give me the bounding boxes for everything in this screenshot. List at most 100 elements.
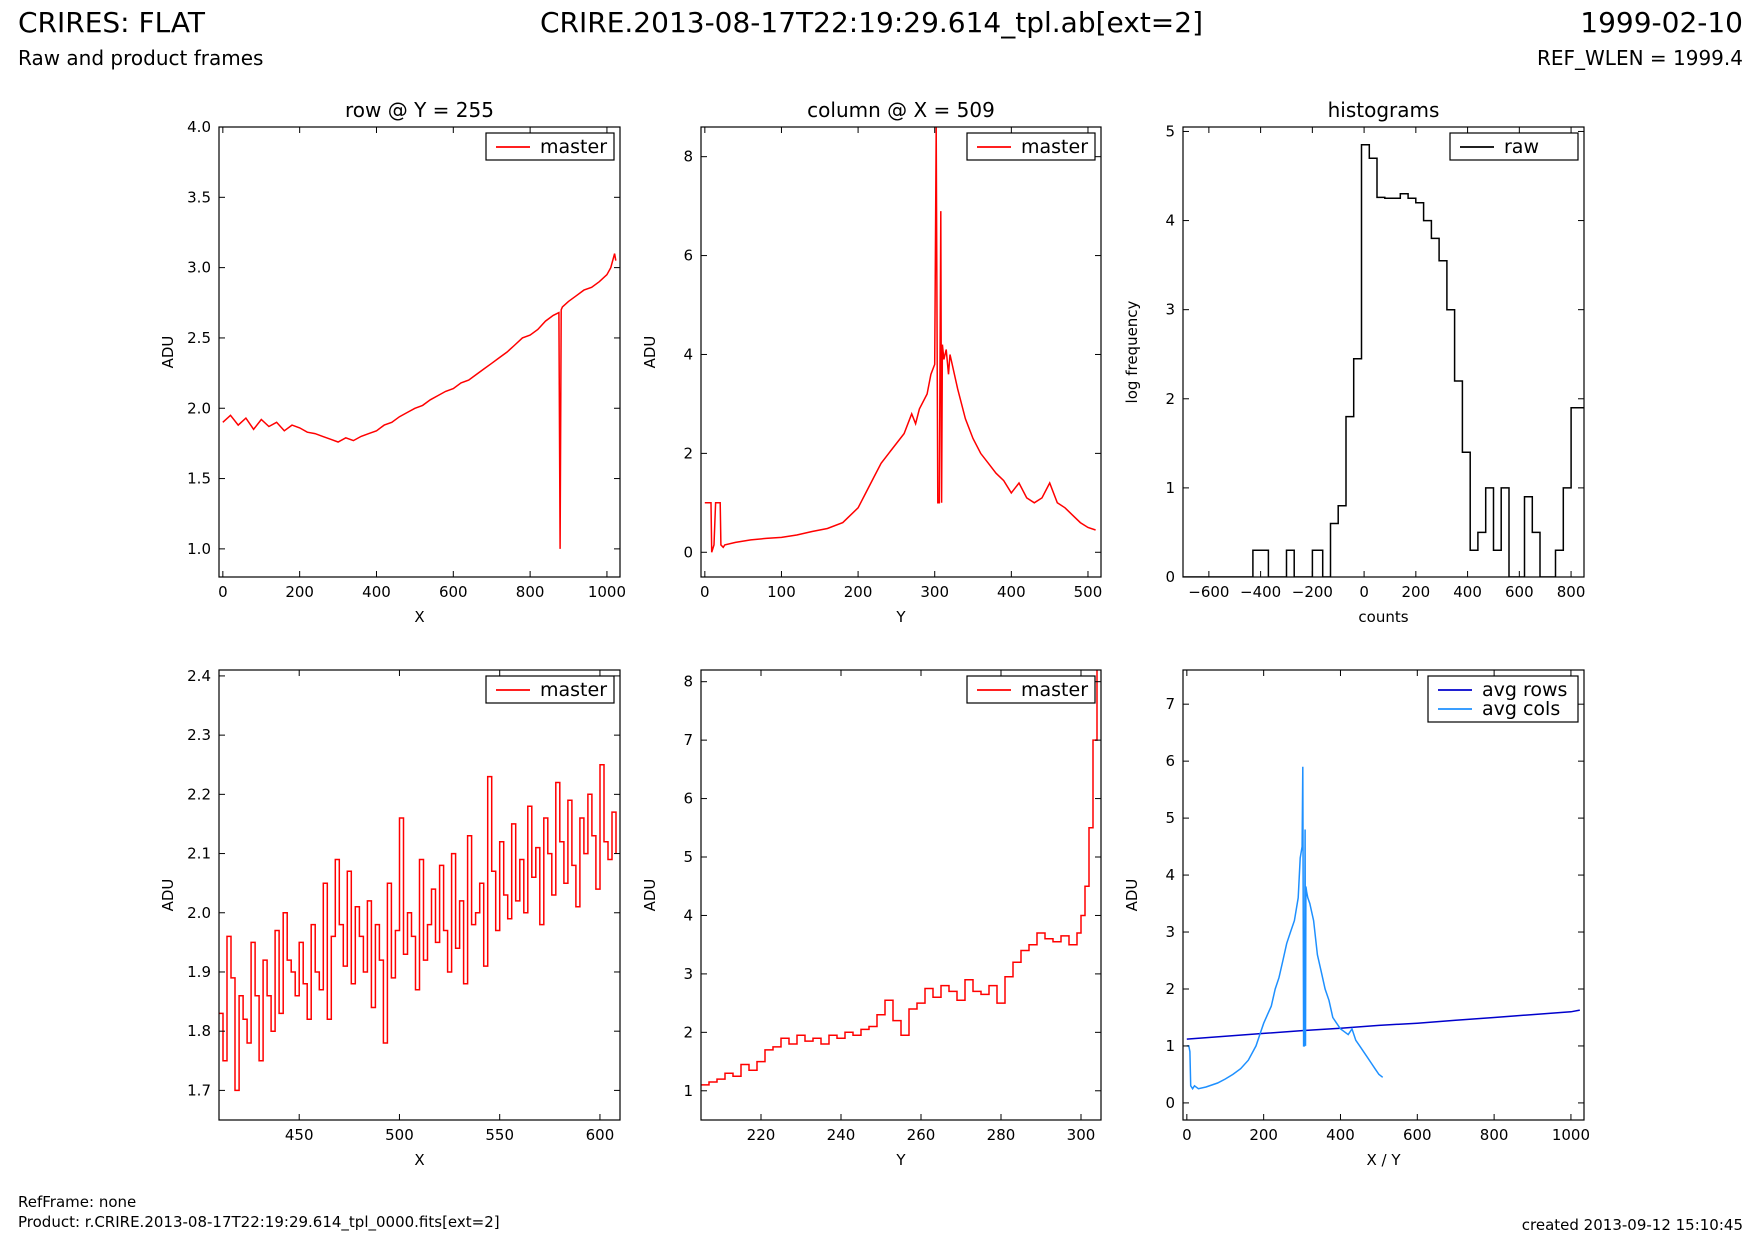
chart-2-x-tick-label: 100	[767, 583, 796, 601]
ref-wlen-label: REF_WLEN = 1999.4	[1536, 46, 1743, 70]
chart-3-axes-frame	[1182, 126, 1585, 578]
chart-1-title: row @ Y = 255	[345, 98, 494, 122]
chart-2-legend: master	[966, 132, 1096, 161]
chart-3-x-tick-label: −600	[1188, 583, 1229, 601]
chart-3-y-tick-label: 0	[1165, 568, 1175, 586]
chart-5-y-tick-label: 4	[683, 906, 693, 924]
chart-2-y-tick-label: 2	[683, 444, 693, 462]
file-title: CRIRE.2013-08-17T22:19:29.614_tpl.ab[ext…	[540, 6, 1204, 39]
date-label: 1999-02-10	[1580, 6, 1743, 39]
chart-4-y-tick-label: 2.4	[187, 667, 211, 685]
chart-1-y-tick-label: 1.0	[187, 540, 211, 558]
chart-6: 0 200 400 600 800 1000 0 1 2 3 4 5 6 7 X / Y ADU avg row…	[1123, 669, 1590, 1169]
page-subtitle: Raw and product frames	[18, 46, 264, 70]
chart-2-xlabel: Y	[895, 608, 906, 626]
chart-5-legend-label: master	[1021, 679, 1088, 701]
chart-6-x-tick-label: 800	[1480, 1126, 1509, 1144]
chart-3: −600 −400 −200 0 200 400 600 800 0 1 2 3 4 5 histogram…	[1123, 98, 1585, 626]
chart-5-y-tick-label: 3	[683, 965, 693, 983]
chart-3-legend-label: raw	[1504, 136, 1539, 158]
chart-1-x-tick-label: 200	[285, 583, 314, 601]
chart-3-y-tick-label: 4	[1165, 212, 1175, 230]
chart-4-x-tick-label: 550	[485, 1126, 514, 1144]
chart-4-y-tick-label: 1.8	[187, 1022, 211, 1040]
chart-3-x-tick-label: 600	[1505, 583, 1534, 601]
chart-1-axes-frame	[218, 126, 621, 578]
chart-1-x-tick-label: 0	[218, 583, 228, 601]
chart-3-y-tick-label: 5	[1165, 122, 1175, 140]
chart-3-x-tick-label: 400	[1453, 583, 1482, 601]
chart-4-x-tick-label: 500	[385, 1126, 414, 1144]
chart-3-x-tick-label: 200	[1402, 583, 1431, 601]
chart-5-y-tick-label: 1	[683, 1082, 693, 1100]
chart-5-xlabel: Y	[895, 1151, 906, 1169]
chart-5-legend: master	[966, 675, 1096, 704]
chart-2: 0 100 200 300 400 500 0 2 4 6 8 column @ X = 509 Y AD…	[641, 98, 1102, 626]
chart-4-y-tick-label: 2.1	[187, 845, 211, 863]
chart-3-y-tick-label: 1	[1165, 479, 1175, 497]
chart-3-y-tick-label: 3	[1165, 301, 1175, 319]
refframe-label: RefFrame: none	[18, 1193, 137, 1211]
chart-4-series-line	[219, 763, 617, 1092]
chart-5-series-line	[701, 670, 1098, 1086]
chart-6-legend-label: avg rows	[1482, 679, 1567, 701]
chart-2-x-tick-label: 300	[920, 583, 949, 601]
chart-1-y-tick-label: 3.0	[187, 259, 211, 277]
chart-6-series-line	[1186, 766, 1384, 1091]
chart-6-y-tick-label: 7	[1165, 695, 1175, 713]
chart-3-y-tick-label: 2	[1165, 390, 1175, 408]
chart-6-y-tick-label: 1	[1165, 1037, 1175, 1055]
chart-5-y-tick-label: 8	[683, 673, 693, 691]
chart-3-title: histograms	[1328, 98, 1440, 122]
chart-3-legend: raw	[1449, 132, 1579, 161]
chart-2-y-tick-label: 0	[683, 543, 693, 561]
chart-1: 0 200 400 600 800 1000 1.0 1.5 2.0 2.5 3.0 3.5 4.0 ro…	[159, 98, 626, 626]
chart-5-ylabel: ADU	[641, 879, 659, 912]
chart-1-y-tick-label: 3.5	[187, 188, 211, 206]
chart-5-x-tick-label: 260	[907, 1126, 936, 1144]
chart-4-ylabel: ADU	[159, 879, 177, 912]
chart-6-y-tick-label: 5	[1165, 809, 1175, 827]
chart-6-x-tick-label: 1000	[1552, 1126, 1590, 1144]
chart-1-xlabel: X	[414, 608, 424, 626]
chart-5: 220 240 260 280 300 1 2 3 4 5 6 7 8 Y ADU master	[641, 669, 1102, 1169]
chart-6-x-tick-label: 400	[1326, 1126, 1355, 1144]
chart-5-y-tick-label: 7	[683, 731, 693, 749]
chart-2-y-tick-label: 8	[683, 148, 693, 166]
chart-5-y-tick-label: 6	[683, 790, 693, 808]
chart-2-x-tick-label: 0	[700, 583, 710, 601]
chart-5-axes-frame	[700, 669, 1102, 1121]
chart-2-x-tick-label: 400	[997, 583, 1026, 601]
chart-6-ylabel: ADU	[1123, 879, 1141, 912]
chart-5-x-tick-label: 240	[827, 1126, 856, 1144]
chart-4-y-tick-label: 1.9	[187, 963, 211, 981]
chart-2-series-line	[704, 127, 1096, 553]
chart-4-x-tick-label: 450	[285, 1126, 314, 1144]
chart-1-y-tick-label: 2.0	[187, 399, 211, 417]
chart-4-y-tick-label: 2.3	[187, 726, 211, 744]
chart-6-axes-frame	[1182, 669, 1585, 1121]
chart-4-y-tick-label: 1.7	[187, 1081, 211, 1099]
chart-6-x-tick-label: 600	[1403, 1126, 1432, 1144]
chart-1-y-tick-label: 1.5	[187, 470, 211, 488]
chart-1-series-line	[222, 253, 617, 549]
chart-2-legend-label: master	[1021, 136, 1088, 158]
chart-1-x-tick-label: 800	[516, 583, 545, 601]
chart-6-y-tick-label: 3	[1165, 923, 1175, 941]
chart-6-y-tick-label: 2	[1165, 980, 1175, 998]
chart-5-x-tick-label: 220	[747, 1126, 776, 1144]
chart-2-axes-frame	[700, 126, 1102, 578]
chart-2-x-tick-label: 500	[1074, 583, 1103, 601]
chart-4: 450 500 550 600 1.7 1.8 1.9 2.0 2.1 2.2 2.3 2.4 X ADU…	[159, 667, 621, 1169]
chart-1-x-tick-label: 1000	[588, 583, 626, 601]
chart-1-legend-label: master	[540, 136, 607, 158]
chart-3-ylabel: log frequency	[1123, 300, 1141, 403]
chart-1-ylabel: ADU	[159, 336, 177, 369]
chart-3-series-line	[1183, 144, 1584, 577]
chart-2-y-tick-label: 4	[683, 345, 693, 363]
chart-6-y-tick-label: 0	[1165, 1094, 1175, 1112]
chart-6-series-line	[1186, 1009, 1580, 1040]
chart-5-y-tick-label: 2	[683, 1023, 693, 1041]
